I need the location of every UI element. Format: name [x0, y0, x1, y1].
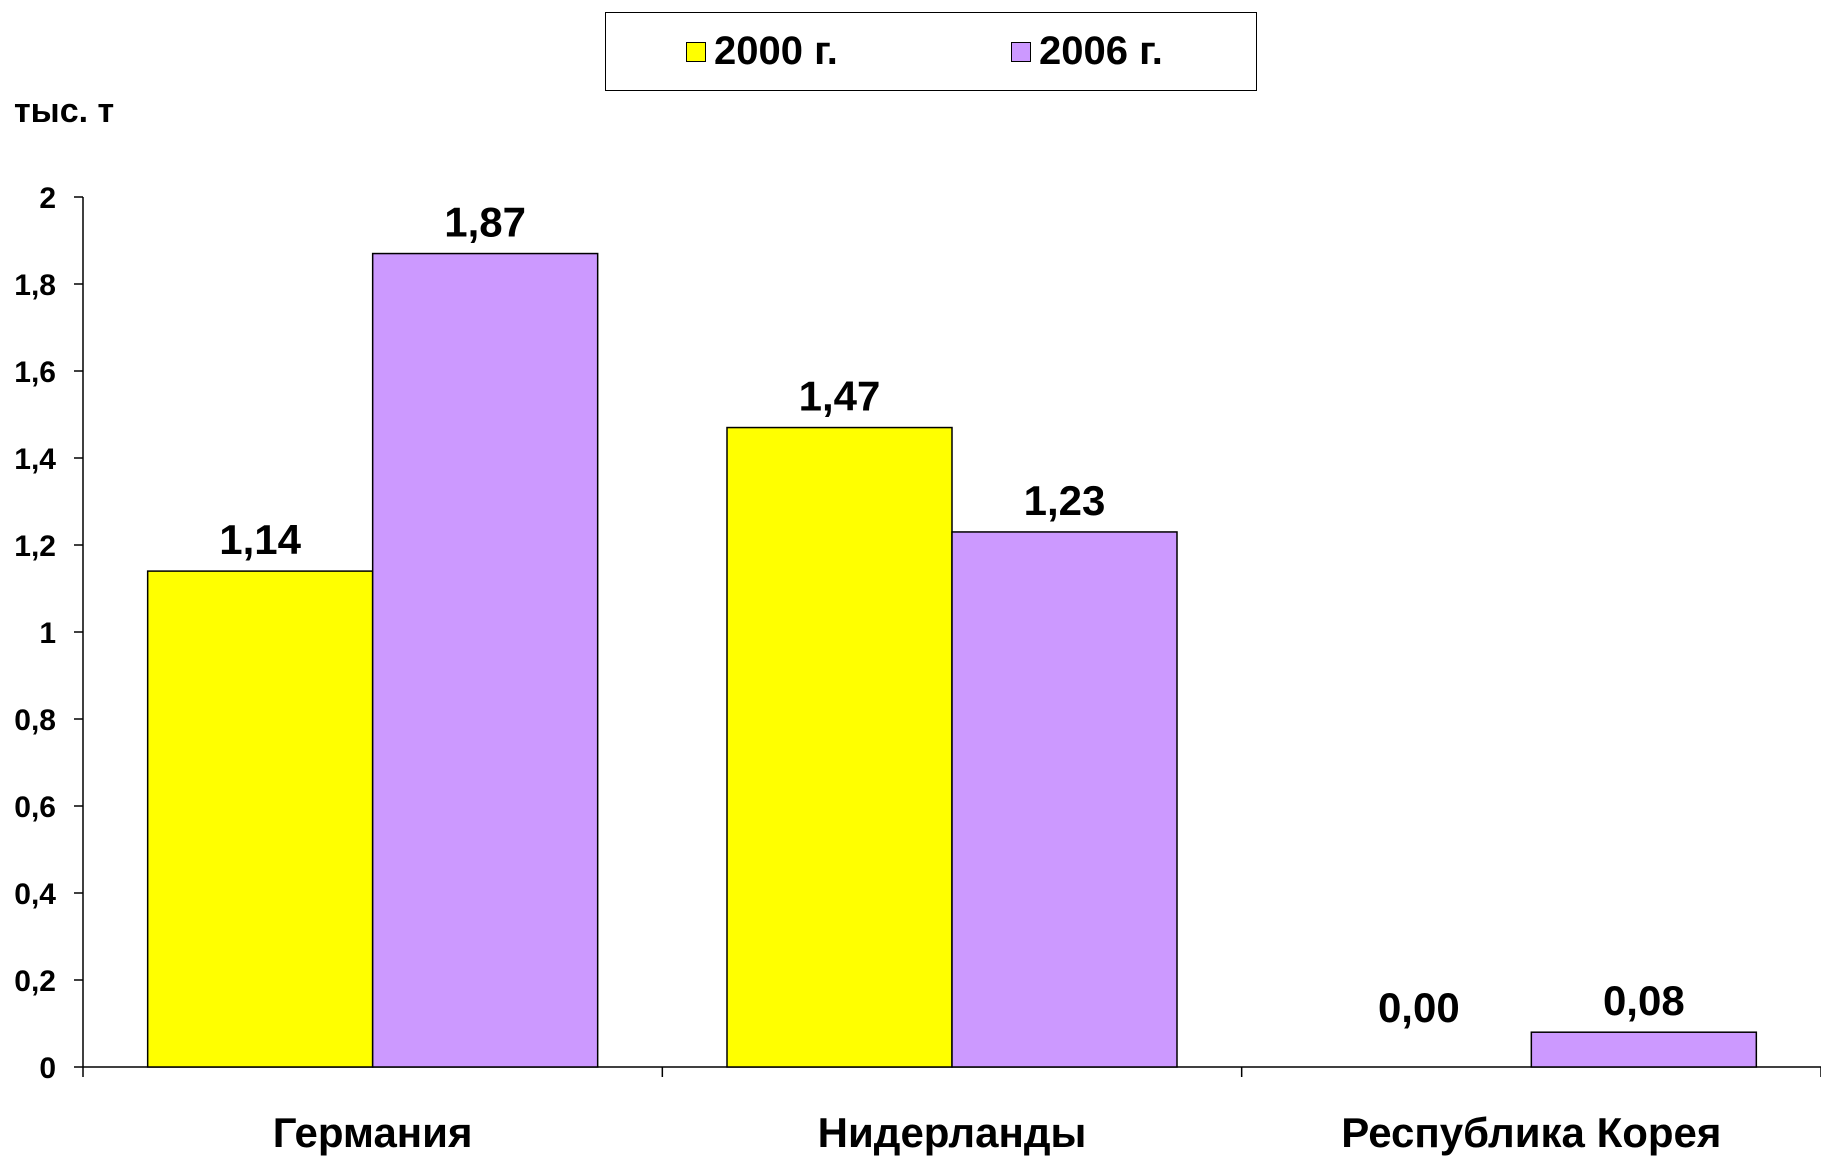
y-tick-label: 1	[39, 617, 56, 650]
x-category-label: Нидерланды	[818, 1109, 1087, 1156]
y-axis-unit-label: тыс. т	[14, 92, 115, 130]
data-label: 0,08	[1603, 977, 1685, 1024]
x-category-label: Республика Корея	[1341, 1109, 1721, 1156]
legend-item-2006: 2006 г.	[1011, 13, 1163, 90]
bar	[371, 252, 599, 1068]
y-tick-label: 1,8	[14, 269, 56, 302]
data-label: 1,47	[799, 373, 881, 420]
y-tick-label: 0,2	[14, 965, 56, 998]
legend-swatch-2000	[686, 41, 706, 62]
y-tick-label: 0,6	[14, 791, 56, 824]
bar	[1530, 1031, 1758, 1068]
bar	[951, 531, 1178, 1068]
y-tick-label: 0	[39, 1052, 56, 1085]
data-label: 1,14	[219, 516, 301, 563]
legend-item-2000: 2000 г.	[686, 13, 838, 90]
y-tick-label: 0,4	[14, 878, 56, 911]
x-category-label: Германия	[273, 1109, 473, 1156]
legend-swatch-2006	[1011, 41, 1031, 62]
data-label: 0,00	[1378, 984, 1460, 1031]
y-tick-label: 2	[39, 182, 56, 215]
legend-label-2006: 2006 г.	[1039, 29, 1163, 73]
bar	[726, 426, 953, 1068]
y-tick-label: 1,2	[14, 530, 56, 563]
legend-label-2000: 2000 г.	[714, 29, 838, 73]
y-tick-label: 1,4	[14, 443, 56, 476]
data-label: 1,23	[1024, 477, 1106, 524]
y-tick-label: 1,6	[14, 356, 56, 389]
y-tick-label: 0,8	[14, 704, 56, 737]
data-label: 1,87	[444, 199, 526, 246]
bar	[146, 570, 374, 1068]
chart-legend: 2000 г. 2006 г.	[605, 12, 1257, 91]
